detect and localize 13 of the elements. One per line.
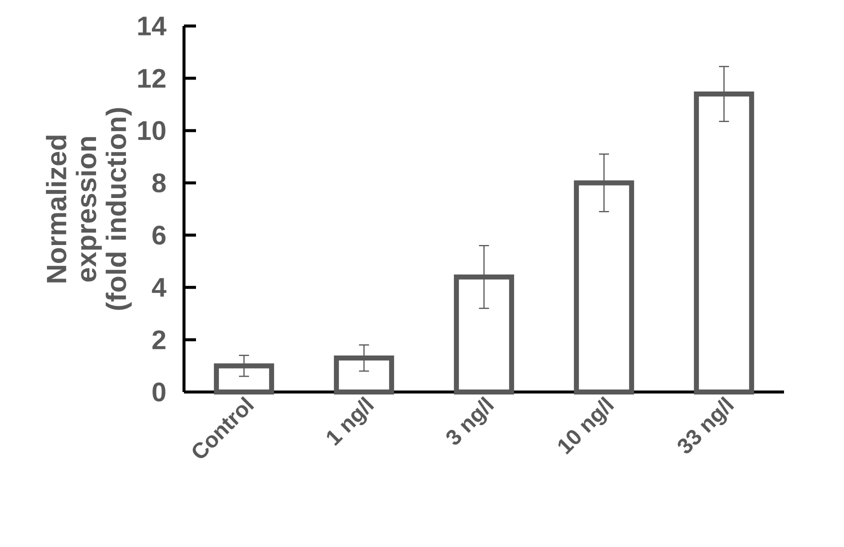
x-tick-label: 3 ng/l — [446, 396, 494, 445]
y-tick-label: 6 — [152, 226, 166, 245]
y-tick-label: 4 — [152, 278, 166, 297]
y-tick-label: 0 — [152, 382, 166, 402]
x-tick-label: 1 ng/l — [326, 396, 374, 446]
y-axis-title: Normalized expression (fold induction) — [46, 108, 132, 310]
x-tick-label: 33 ng/l — [678, 396, 734, 454]
y-tick-label: 2 — [152, 330, 166, 350]
y-tick-label: 12 — [138, 68, 166, 88]
y-tick-label: 10 — [138, 121, 166, 140]
y-tick-label: 14 — [138, 16, 166, 36]
x-tick-label: 10 ng/l — [558, 396, 614, 454]
y-tick-label: 8 — [152, 173, 166, 192]
